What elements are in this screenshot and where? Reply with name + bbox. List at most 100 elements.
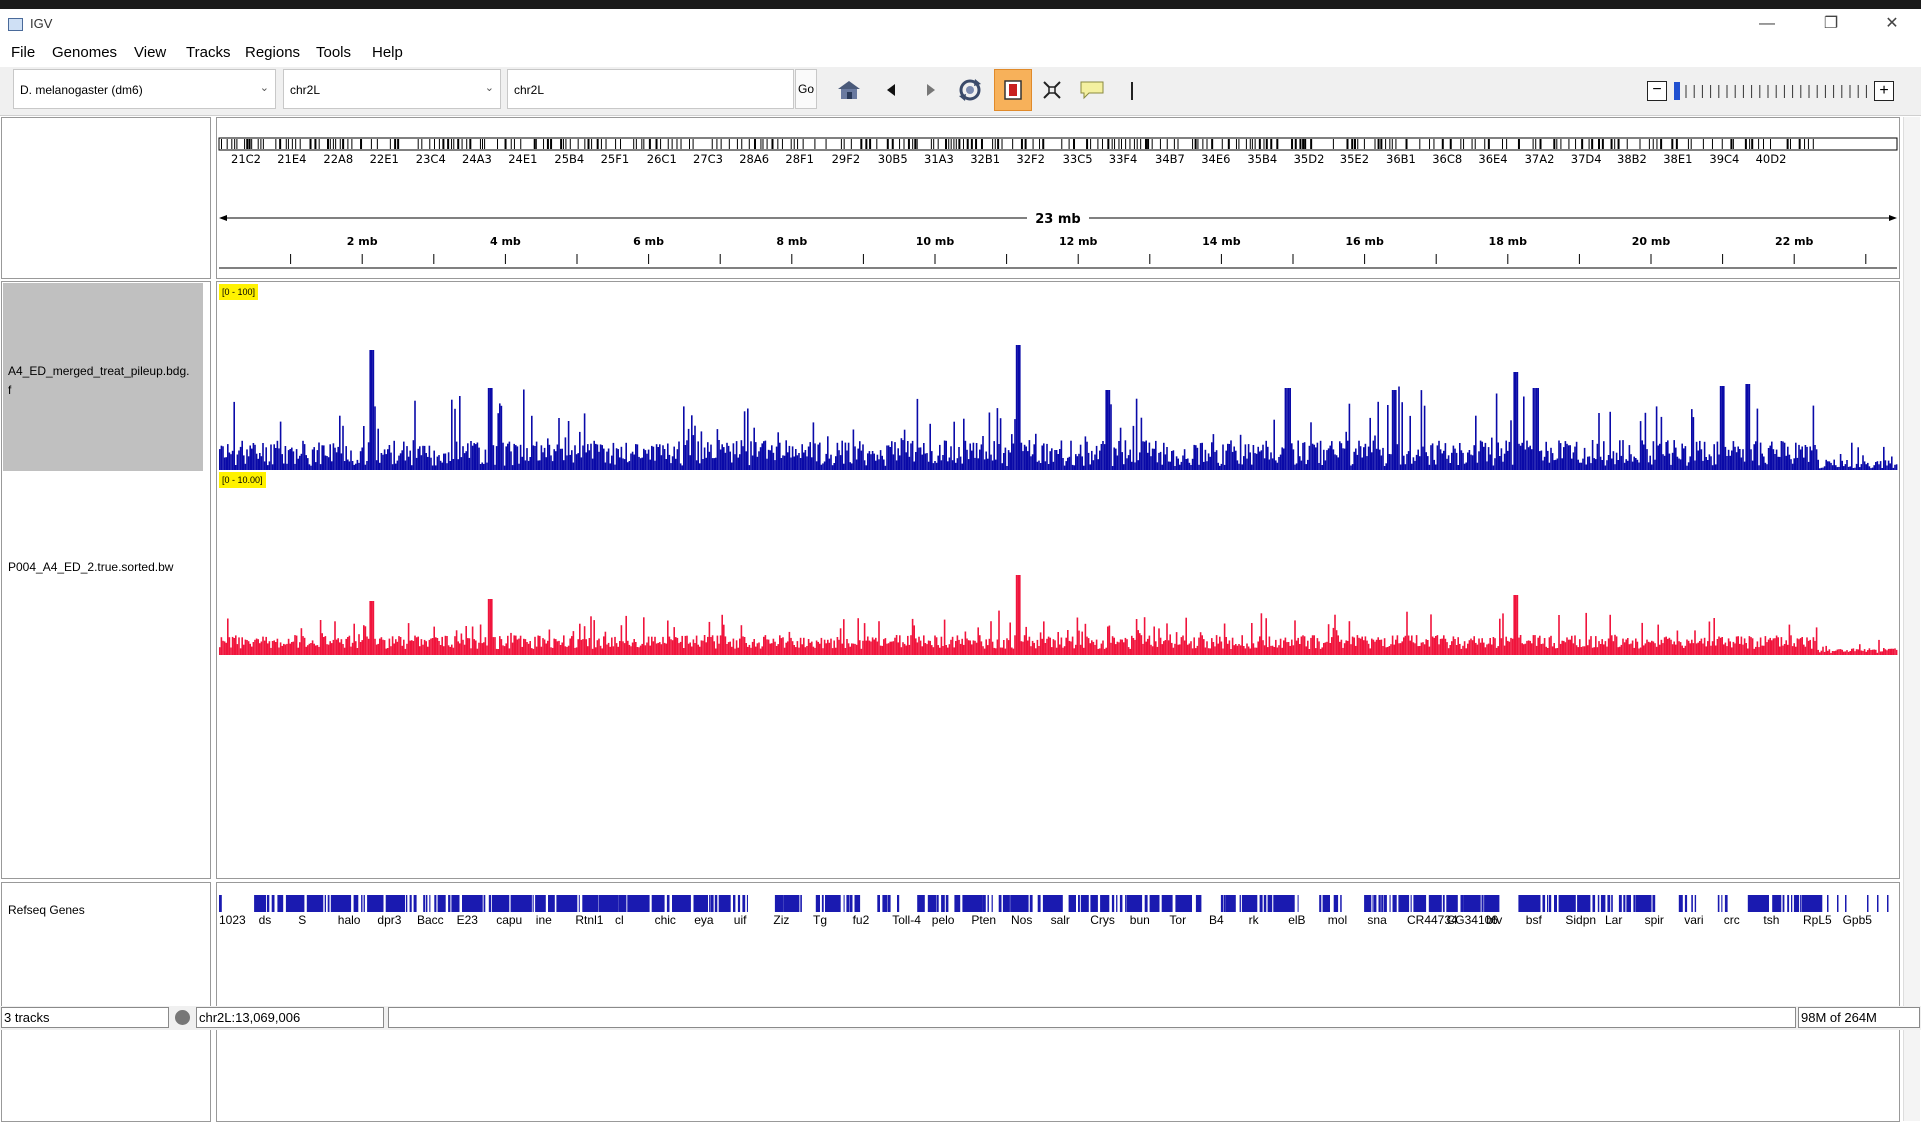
gene-feature[interactable] (991, 895, 993, 912)
menu-genomes[interactable]: Genomes (52, 44, 118, 61)
gene-feature[interactable] (711, 895, 714, 912)
restore-icon[interactable]: ❐ (1823, 15, 1839, 32)
gene-feature[interactable] (483, 895, 486, 912)
gene-label[interactable]: crc (1723, 913, 1740, 927)
gene-feature[interactable] (363, 895, 365, 912)
gene-feature[interactable] (849, 895, 853, 912)
gene-label[interactable]: vari (1684, 913, 1704, 927)
gene-feature[interactable] (887, 895, 891, 912)
gene-feature[interactable] (843, 895, 845, 912)
gene-feature[interactable] (877, 895, 880, 912)
minimize-icon[interactable]: — (1759, 15, 1775, 32)
gene-feature[interactable] (330, 895, 352, 912)
locus-input[interactable]: chr2L (507, 69, 794, 109)
gene-feature[interactable] (1195, 895, 1202, 912)
gene-feature[interactable] (666, 895, 670, 912)
gene-feature[interactable] (1772, 895, 1780, 912)
gene-feature[interactable] (1383, 895, 1387, 912)
gene-feature[interactable] (1392, 895, 1397, 912)
gene-feature[interactable] (1542, 895, 1546, 912)
gene-feature[interactable] (1037, 895, 1041, 912)
gene-feature[interactable] (1263, 895, 1267, 912)
gene-feature[interactable] (1297, 895, 1299, 912)
refresh-icon[interactable] (955, 75, 985, 105)
gene-feature[interactable] (1597, 895, 1600, 912)
gene-feature[interactable] (1607, 895, 1611, 912)
gene-label[interactable]: elB (1288, 913, 1306, 927)
gene-label[interactable]: halo (337, 913, 361, 927)
gene-feature[interactable] (254, 895, 266, 912)
gene-label[interactable]: salr (1050, 913, 1070, 927)
gene-feature[interactable] (361, 895, 363, 912)
coverage-track-blue[interactable] (217, 282, 1899, 472)
gene-feature[interactable] (825, 895, 841, 912)
gene-feature[interactable] (1372, 895, 1374, 912)
gene-feature[interactable] (1721, 895, 1723, 912)
gene-feature[interactable] (1225, 895, 1236, 912)
gene-feature[interactable] (783, 895, 800, 912)
gene-label[interactable]: chic (654, 913, 676, 927)
gene-feature[interactable] (1548, 895, 1552, 912)
gene-feature[interactable] (1747, 895, 1769, 912)
gene-feature[interactable] (1273, 895, 1295, 912)
gene-feature[interactable] (409, 895, 412, 912)
gene-label[interactable]: uif (733, 913, 747, 927)
gene-feature[interactable] (413, 895, 417, 912)
zoom-out-button[interactable]: − (1647, 81, 1667, 101)
gene-feature[interactable] (821, 895, 824, 912)
track-name-sorted-bw[interactable]: P004_A4_ED_2.true.sorted.bw (8, 560, 174, 574)
gene-feature[interactable] (1717, 895, 1720, 912)
gene-feature[interactable] (491, 895, 510, 912)
gene-label[interactable]: bsf (1525, 913, 1542, 927)
gene-feature[interactable] (1481, 895, 1484, 912)
gene-feature[interactable] (709, 895, 711, 912)
gene-feature[interactable] (651, 895, 665, 912)
gene-feature[interactable] (897, 895, 900, 912)
gene-feature[interactable] (1800, 895, 1802, 912)
gene-feature[interactable] (962, 895, 983, 912)
gene-feature[interactable] (854, 895, 861, 912)
gene-feature[interactable] (1100, 895, 1110, 912)
gene-feature[interactable] (462, 895, 483, 912)
gene-label[interactable]: E23 (456, 913, 478, 927)
gene-feature[interactable] (1340, 895, 1342, 912)
gene-feature[interactable] (815, 895, 820, 912)
gene-feature[interactable] (1464, 895, 1481, 912)
gene-feature[interactable] (1484, 895, 1500, 912)
gene-feature[interactable] (672, 895, 691, 912)
gene-feature[interactable] (1554, 895, 1557, 912)
vertical-scrollbar[interactable] (1903, 117, 1920, 1121)
gene-feature[interactable] (510, 895, 532, 912)
gene-feature[interactable] (1374, 895, 1377, 912)
gene-feature[interactable] (998, 895, 1002, 912)
gene-feature[interactable] (1626, 895, 1631, 912)
gene-label[interactable]: ine (535, 913, 552, 927)
gene-feature[interactable] (1378, 895, 1381, 912)
gene-label[interactable]: S (298, 913, 307, 927)
gene-feature[interactable] (1618, 895, 1622, 912)
gene-feature[interactable] (1793, 895, 1800, 912)
gene-label[interactable]: Pten (971, 913, 997, 927)
gene-feature[interactable] (219, 895, 222, 912)
gene-feature[interactable] (982, 895, 986, 912)
back-icon[interactable] (876, 75, 906, 105)
gene-feature[interactable] (1010, 895, 1029, 912)
gene-feature[interactable] (1119, 895, 1123, 912)
gene-feature[interactable] (927, 895, 937, 912)
gene-label[interactable]: Rtnl1 (575, 913, 604, 927)
gene-feature[interactable] (1078, 895, 1080, 912)
region-of-interest-button[interactable] (994, 69, 1032, 111)
gene-feature[interactable] (556, 895, 578, 912)
gene-feature[interactable] (367, 895, 384, 912)
gene-label[interactable]: tsh (1763, 913, 1780, 927)
gene-label[interactable]: Crys (1090, 913, 1115, 927)
gene-feature[interactable] (1364, 895, 1372, 912)
gene-feature[interactable] (1322, 895, 1330, 912)
gene-feature[interactable] (598, 895, 619, 912)
gene-feature[interactable] (1691, 895, 1693, 912)
gene-feature[interactable] (1161, 895, 1173, 912)
gene-feature[interactable] (1724, 895, 1728, 912)
gene-feature[interactable] (1259, 895, 1263, 912)
gene-feature[interactable] (1428, 895, 1442, 912)
gene-feature[interactable] (1126, 895, 1143, 912)
